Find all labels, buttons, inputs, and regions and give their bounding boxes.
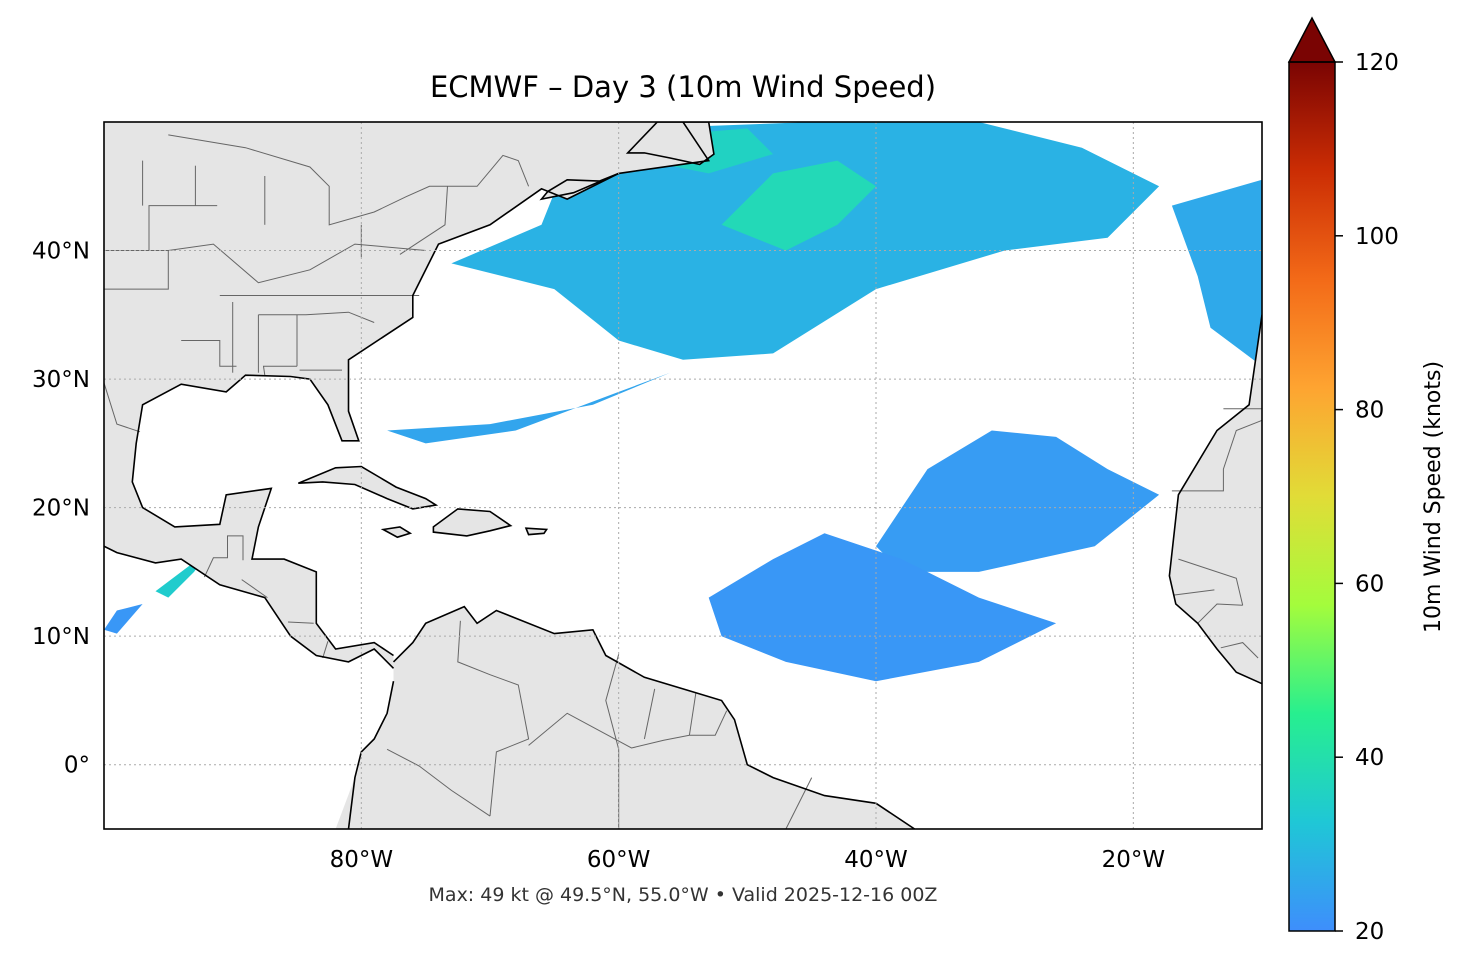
- colorbar-frame: [1288, 61, 1336, 932]
- lon-tick-label: 80°W: [330, 847, 394, 873]
- wind-bahamas-streak: [387, 372, 671, 444]
- africa-border-5: [1197, 603, 1243, 624]
- wind-east-atlantic-low: [1171, 179, 1262, 367]
- colorbar-tick-label: 100: [1355, 224, 1399, 250]
- state-line-5: [104, 250, 169, 290]
- colorbar-tick-label: 60: [1355, 571, 1384, 597]
- africa-border-4: [1174, 589, 1215, 596]
- lat-tick-label: 0°: [64, 753, 90, 779]
- wind-subtropical-trades: [876, 430, 1160, 572]
- map-frame: [103, 121, 1263, 830]
- venezuela-guyana: [605, 654, 620, 750]
- border-layer: [104, 134, 1262, 829]
- wind-field: [104, 122, 1262, 682]
- coast-puerto-rico: [524, 527, 549, 536]
- colorbar-extend-arrow: [1287, 16, 1337, 63]
- africa-border-6: [1220, 642, 1259, 659]
- suriname-guiana: [688, 692, 697, 736]
- lat-tick-label: 10°N: [32, 624, 90, 650]
- south-america-west-coast: [347, 681, 395, 829]
- guiana-brazil: [528, 710, 728, 749]
- land-nova-scotia: [541, 173, 619, 200]
- colorbar-tick-label: 20: [1355, 919, 1384, 945]
- lon-tick-label: 40°W: [844, 847, 908, 873]
- land-cuba: [298, 466, 436, 509]
- central-america-border-4: [322, 641, 329, 659]
- land-africa: [1169, 314, 1262, 684]
- land-north-america: [104, 122, 709, 669]
- us-canada-border: [168, 134, 530, 226]
- colombia-venezuela: [457, 620, 530, 817]
- africa-coast: [1168, 314, 1262, 685]
- south-america-coast: [392, 605, 916, 829]
- max-wind-caption: Max: 49 kt @ 49.5°N, 55.0°W • Valid 2025…: [428, 884, 938, 906]
- north-america-coast: [131, 122, 711, 657]
- colorbar: 20 40 60 80 100 120 10m Wind Speed (knots): [1287, 16, 1446, 945]
- wind-pacific-edge: [104, 604, 143, 634]
- state-line-16: [399, 186, 448, 255]
- colombia-peru: [386, 748, 491, 817]
- wind-tropical-trades: [708, 533, 1057, 682]
- coast-cuba: [297, 465, 439, 510]
- coastline-layer: [104, 122, 1262, 829]
- central-america-border-3: [287, 621, 314, 624]
- lon-tick-label: 20°W: [1102, 847, 1166, 873]
- state-line-6: [104, 243, 426, 284]
- africa-border-2: [1171, 419, 1262, 492]
- guyana-suriname: [643, 688, 656, 740]
- coast-hispaniola: [432, 508, 513, 537]
- pacific-coast: [104, 545, 395, 669]
- state-line-15: [148, 205, 218, 251]
- state-line-10: [262, 365, 297, 376]
- coast-nova-scotia: [539, 172, 620, 201]
- colorbar-ticks: 20 40 60 80 100 120: [1335, 50, 1399, 945]
- lat-tick-label: 40°N: [32, 239, 90, 265]
- land-south-america: [335, 606, 915, 829]
- colorbar-tick-label: 120: [1355, 50, 1399, 76]
- land-hispaniola: [433, 508, 511, 536]
- longitude-ticks: 80°W 60°W 40°W 20°W: [330, 847, 1166, 873]
- wind-jet-core-center: [721, 160, 876, 251]
- central-america-border-1: [203, 535, 244, 578]
- lat-tick-label: 30°N: [32, 367, 90, 393]
- wind-north-atlantic-jet: [451, 122, 1160, 360]
- brazil-internal-2: [785, 777, 813, 829]
- lat-tick-label: 20°N: [32, 496, 90, 522]
- africa-border-3: [1178, 558, 1244, 606]
- colorbar-label: 10m Wind Speed (knots): [1421, 361, 1446, 633]
- land-layer: [104, 122, 1262, 829]
- map-title: ECMWF – Day 3 (10m Wind Speed): [429, 70, 937, 104]
- coast-newfoundland: [625, 122, 715, 166]
- colorbar-tick-label: 40: [1355, 745, 1384, 771]
- latitude-ticks: 40°N 30°N 20°N 10°N 0°: [32, 239, 90, 779]
- colorbar-gradient: [1289, 62, 1335, 931]
- colorbar-tick-label: 80: [1355, 398, 1384, 424]
- coast-jamaica: [380, 526, 413, 539]
- us-mexico-border: [104, 382, 141, 433]
- central-america-border-2: [241, 579, 268, 599]
- state-line-9: [181, 340, 237, 367]
- gridlines: [104, 122, 1262, 829]
- lon-tick-label: 60°W: [587, 847, 651, 873]
